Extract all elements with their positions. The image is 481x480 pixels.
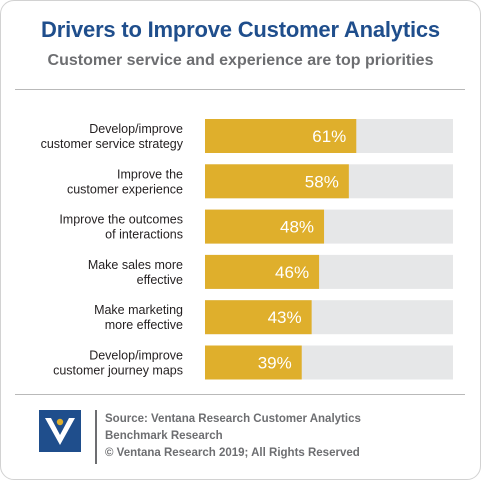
category-label: customer experience — [67, 182, 183, 196]
data-label: 61% — [312, 127, 346, 146]
category-label: customer journey maps — [53, 364, 183, 378]
top-divider — [15, 89, 465, 90]
bar — [205, 209, 325, 244]
data-label: 58% — [305, 172, 339, 191]
bottom-divider — [15, 394, 465, 395]
bar — [205, 164, 349, 199]
category-label: more effective — [105, 318, 183, 332]
bar — [205, 300, 312, 335]
chart-subtitle: Customer service and experience are top … — [47, 52, 434, 69]
category-label: Make marketing — [94, 303, 183, 317]
chart-title: Drivers to Improve Customer Analytics — [41, 17, 440, 42]
ventana-logo-icon — [39, 410, 81, 452]
category-label: of interactions — [105, 228, 183, 242]
category-label: Improve the outcomes — [59, 213, 183, 227]
source-line-1: Source: Ventana Research Customer Analyt… — [105, 413, 361, 425]
bar — [205, 119, 357, 153]
copyright-line: © Ventana Research 2019; All Rights Rese… — [105, 447, 360, 459]
source-note: Source: Ventana Research Customer Analyt… — [105, 411, 361, 462]
data-label: 39% — [258, 354, 292, 373]
data-label: 43% — [268, 308, 302, 327]
source-line-2: Benchmark Research — [105, 430, 223, 442]
category-label: Develop/improve — [89, 349, 183, 363]
bar — [205, 254, 320, 289]
category-label: Improve the — [117, 167, 183, 181]
category-label: effective — [137, 273, 183, 287]
category-label: customer service strategy — [41, 137, 184, 151]
category-label: Develop/improve — [89, 122, 183, 136]
bar — [205, 345, 302, 380]
data-label: 46% — [275, 263, 309, 282]
category-label: Make sales more — [88, 258, 183, 272]
data-label: 48% — [280, 218, 314, 237]
footer-rule — [95, 410, 97, 464]
